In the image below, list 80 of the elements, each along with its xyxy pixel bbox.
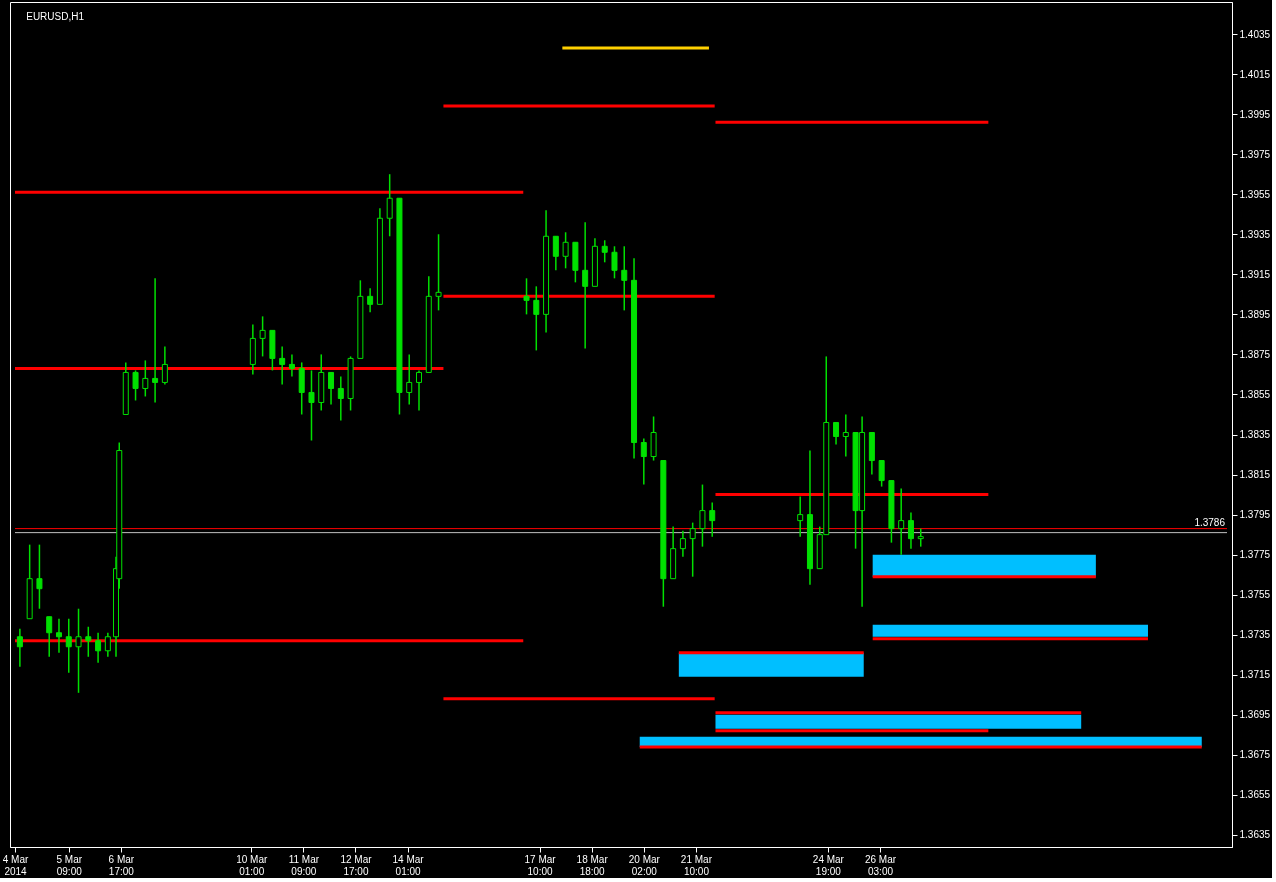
candlestick — [386, 173, 393, 238]
candlestick — [582, 221, 589, 350]
candlestick — [161, 345, 168, 386]
candlestick — [679, 529, 686, 558]
candlestick — [406, 353, 413, 406]
y-tick-label: 1.3635 — [1239, 829, 1271, 841]
candlestick — [104, 632, 111, 658]
candlestick — [611, 245, 618, 280]
candlestick — [523, 277, 530, 316]
candlestick — [95, 632, 102, 664]
candlestick — [917, 527, 924, 548]
candlestick — [435, 233, 442, 312]
candlestick — [152, 277, 159, 404]
y-tick-label: 1.4035 — [1239, 28, 1271, 40]
candlestick — [416, 369, 422, 412]
candlestick — [46, 615, 53, 658]
x-tick-label: 5 Mar 09:00 — [56, 853, 83, 877]
candlestick — [85, 625, 92, 658]
candlestick — [337, 375, 344, 422]
candlestick — [878, 459, 885, 488]
candlestick — [601, 239, 608, 264]
y-tick-label: 1.3655 — [1239, 789, 1271, 801]
ref-line-label: 1.3786 — [1194, 516, 1226, 528]
candlestick — [142, 359, 149, 398]
y-tick-label: 1.3975 — [1239, 148, 1271, 160]
candlestick — [562, 231, 569, 270]
candlestick — [132, 369, 139, 402]
x-tick-label: 11 Mar 09:00 — [288, 853, 320, 877]
candlestick — [367, 287, 374, 314]
x-tick-label: 17 Mar 10:00 — [524, 853, 557, 877]
y-tick-label: 1.3675 — [1239, 749, 1271, 761]
x-tick-label: 6 Mar 17:00 — [108, 853, 135, 877]
x-tick-label: 12 Mar 17:00 — [340, 853, 373, 877]
y-tick-label: 1.3695 — [1239, 709, 1271, 721]
x-tick-label: 24 Mar 19:00 — [812, 853, 845, 877]
x-tick-label: 4 Mar 2014 — [2, 853, 29, 877]
y-tick-label: 1.3715 — [1239, 669, 1271, 681]
y-tick-label: 1.3735 — [1239, 629, 1271, 641]
candlestick — [898, 487, 905, 556]
candlestick — [640, 437, 647, 486]
candlestick — [689, 521, 696, 578]
y-tick-label: 1.3995 — [1239, 108, 1271, 120]
y-tick-label: 1.3775 — [1239, 549, 1271, 561]
candlestick — [308, 369, 315, 442]
y-tick-label: 1.3895 — [1239, 308, 1271, 320]
candlestick — [288, 353, 295, 378]
x-tick-label: 10 Mar 01:00 — [236, 853, 268, 877]
candlestick — [621, 245, 628, 312]
candlestick — [533, 285, 540, 352]
x-tick-label: 26 Mar 03:00 — [864, 853, 897, 877]
y-tick-label: 1.3795 — [1239, 509, 1271, 521]
y-tick-label: 1.3875 — [1239, 348, 1271, 360]
y-tick-label: 1.3835 — [1239, 429, 1271, 441]
y-tick-label: 1.3755 — [1239, 589, 1271, 601]
y-tick-label: 1.3855 — [1239, 388, 1271, 400]
candlestick — [842, 413, 849, 458]
candlestick — [65, 617, 72, 674]
x-tick-label: 20 Mar 02:00 — [628, 853, 661, 877]
candlestick — [699, 483, 706, 548]
candlestick — [328, 371, 335, 406]
candlestick — [797, 495, 804, 538]
candlestick — [55, 617, 62, 654]
x-tick-label: 14 Mar 01:00 — [392, 853, 425, 877]
candlestick — [833, 421, 840, 446]
y-tick-label: 1.3955 — [1239, 188, 1271, 200]
candlestick — [279, 345, 286, 386]
x-tick-label: 21 Mar 10:00 — [680, 853, 713, 877]
y-tick-label: 1.4015 — [1239, 68, 1271, 80]
candlestick — [259, 315, 266, 358]
x-tick-label: 18 Mar 18:00 — [576, 853, 609, 877]
candlestick — [907, 511, 914, 550]
candlestick — [16, 627, 23, 668]
candlestick — [552, 235, 559, 272]
y-tick-label: 1.3935 — [1239, 228, 1271, 240]
candlestick — [709, 501, 716, 538]
text: EURUSD,H1 — [26, 11, 85, 22]
y-tick-label: 1.3915 — [1239, 268, 1271, 280]
y-tick-label: 1.3815 — [1239, 469, 1271, 481]
candlestick — [75, 607, 82, 694]
candlestick — [36, 543, 43, 610]
